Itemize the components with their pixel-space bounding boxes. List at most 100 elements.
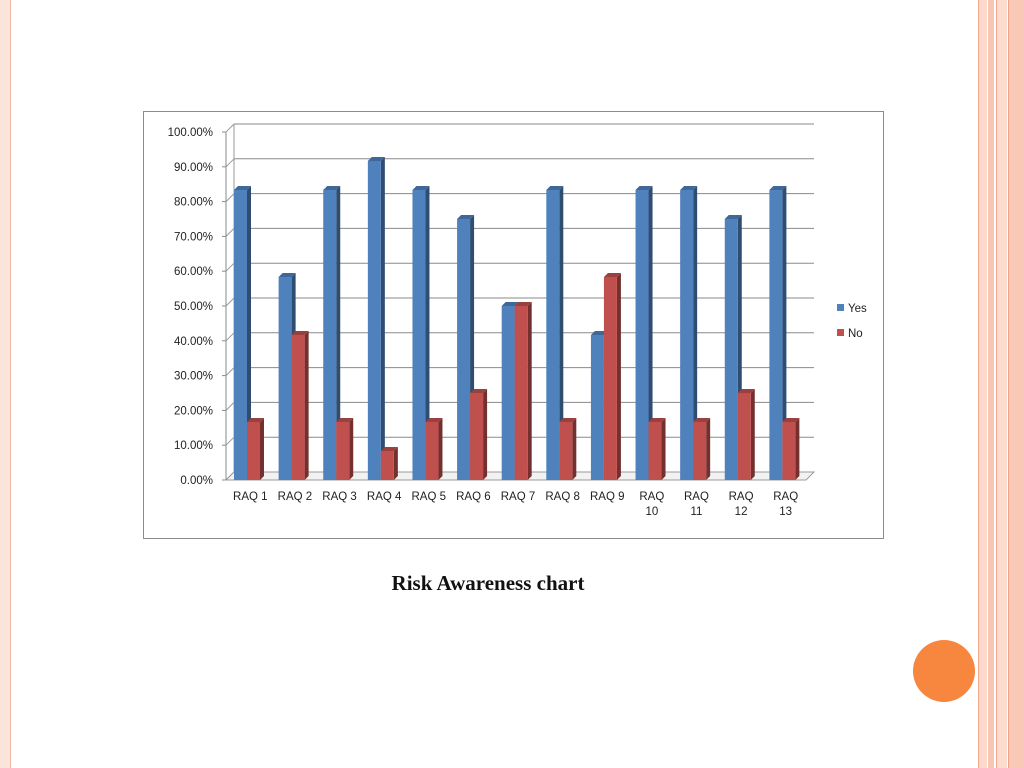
- bar-side: [661, 417, 666, 480]
- left-decorative-border: [0, 0, 11, 768]
- bar-top: [291, 330, 309, 335]
- y-tick-label: 20.00%: [174, 405, 213, 417]
- bar-no: [737, 393, 751, 480]
- bar-top: [457, 215, 475, 219]
- bar-top: [234, 186, 251, 191]
- bar-yes: [769, 190, 783, 480]
- x-tick-label: RAQ 12: [729, 491, 754, 518]
- x-tick-label: RAQ 13: [773, 491, 798, 518]
- gridline-depth: [225, 193, 235, 202]
- legend-swatch-no: [837, 329, 844, 336]
- right-decorative-stripe: [988, 0, 994, 768]
- gridline-depth: [225, 123, 235, 133]
- bar-yes: [278, 277, 292, 480]
- bar-side: [349, 417, 354, 480]
- bar-side: [572, 417, 577, 480]
- bar-top: [514, 302, 532, 306]
- bar-top: [603, 273, 621, 278]
- legend-label-no: No: [848, 328, 863, 340]
- bar-side: [260, 417, 264, 480]
- bar-top: [412, 186, 430, 191]
- y-tick-label: 60.00%: [174, 266, 213, 278]
- x-tick-label: RAQ 6: [456, 491, 491, 503]
- bar-no: [648, 421, 662, 480]
- bar-side: [438, 417, 443, 480]
- bar-no: [559, 421, 573, 480]
- x-tick-label: RAQ 5: [412, 491, 447, 503]
- y-tick-label: 40.00%: [174, 336, 213, 348]
- x-tick-label: RAQ 4: [367, 491, 402, 503]
- legend-swatch-yes: [837, 304, 844, 311]
- bar-side: [559, 186, 564, 480]
- y-tick-label: 80.00%: [174, 197, 213, 209]
- bar-no: [291, 334, 305, 480]
- x-tick-label: RAQ 11: [684, 491, 709, 518]
- decorative-orange-circle: [913, 640, 975, 702]
- bar-side: [706, 417, 711, 480]
- gridline-depth: [225, 367, 235, 376]
- bar-no: [603, 277, 617, 480]
- bar-no: [782, 421, 796, 480]
- chart-frame: 0.00% 10.00% 20.00% 30.00% 40.00% 50.00% 60.00…: [143, 111, 884, 539]
- bar-side: [648, 186, 653, 480]
- gridline-depth: [225, 402, 235, 411]
- x-tick-label: RAQ 7: [501, 491, 536, 503]
- gridline-depth: [225, 332, 235, 342]
- bar-side: [750, 389, 755, 480]
- x-tick-label: RAQ 10: [639, 491, 664, 518]
- bar-yes: [412, 190, 426, 480]
- bar-yes: [457, 219, 471, 480]
- bar-top: [559, 417, 577, 422]
- bar-top: [724, 215, 742, 219]
- bar-top: [737, 389, 755, 393]
- bar-side: [336, 186, 341, 480]
- bar-yes: [680, 190, 694, 480]
- bar-no: [336, 421, 350, 480]
- bar-top: [323, 186, 341, 191]
- x-tick-label: RAQ 3: [322, 491, 357, 503]
- bar-top: [546, 186, 564, 191]
- bar-no: [693, 421, 707, 480]
- bar-side: [304, 330, 309, 480]
- bar-top: [470, 389, 488, 393]
- bar-top: [782, 417, 800, 422]
- bar-no: [380, 451, 394, 480]
- y-tick-label: 90.00%: [174, 162, 213, 174]
- gridline-depth: [225, 228, 235, 237]
- bar-yes: [367, 160, 381, 480]
- bar-no: [514, 306, 528, 480]
- x-tick-label: RAQ 9: [590, 491, 625, 503]
- y-tick-label: 70.00%: [174, 231, 213, 243]
- gridline-depth: [225, 297, 235, 307]
- bar-no: [470, 393, 484, 480]
- right-decorative-stripe: [1008, 0, 1024, 768]
- gridline-depth: [225, 262, 235, 272]
- bar-top: [278, 273, 296, 278]
- bar-top: [648, 417, 666, 422]
- bar-yes: [724, 219, 738, 480]
- bar-chart: 0.00% 10.00% 20.00% 30.00% 40.00% 50.00% 60.00…: [168, 123, 867, 518]
- bar-side: [782, 186, 787, 480]
- right-decorative-stripe: [996, 0, 1007, 768]
- x-tick-label: RAQ 1: [233, 491, 268, 503]
- bar-yes: [234, 190, 247, 480]
- bar-top: [769, 186, 787, 191]
- chart-caption: Risk Awareness chart: [391, 571, 585, 595]
- x-tick-label: RAQ 2: [278, 491, 313, 503]
- y-tick-label: 100.00%: [168, 127, 213, 139]
- y-tick-label: 30.00%: [174, 371, 213, 383]
- bar-top: [501, 302, 519, 306]
- bar-side: [483, 389, 488, 480]
- legend-label-yes: Yes: [848, 303, 867, 315]
- y-tick-label: 50.00%: [174, 301, 213, 313]
- x-tick-label: RAQ 8: [545, 491, 580, 503]
- bar-side: [693, 186, 698, 480]
- right-decorative-stripe: [978, 0, 987, 768]
- y-tick-label: 0.00%: [180, 475, 213, 487]
- y-tick-label: 10.00%: [174, 440, 213, 452]
- bar-top: [247, 417, 264, 422]
- bar-top: [380, 447, 398, 452]
- bar-side: [425, 186, 430, 480]
- bar-top: [425, 417, 443, 422]
- bar-yes: [323, 190, 337, 480]
